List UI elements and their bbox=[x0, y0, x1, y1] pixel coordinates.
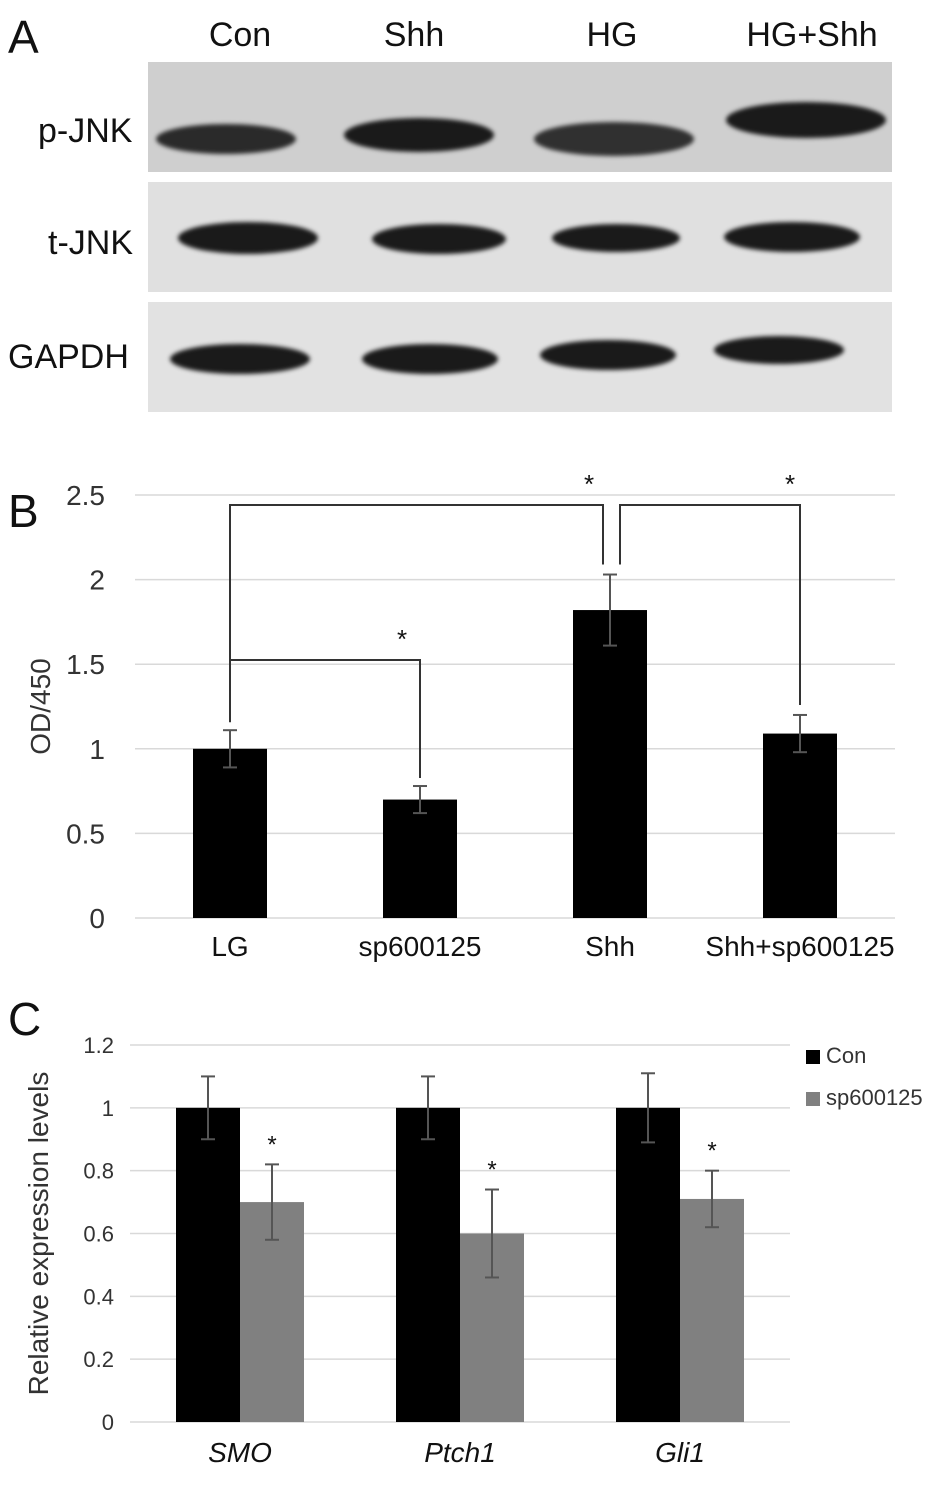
legend-swatch bbox=[806, 1050, 820, 1064]
blot-band bbox=[552, 224, 680, 252]
significance-star: * bbox=[785, 469, 795, 499]
legend-swatch bbox=[806, 1092, 820, 1106]
bar-chart-b: 0 0.5 1 1.5 2 2.5 OD/450 LG sp600125 Shh Shh+sp600… bbox=[25, 469, 895, 962]
bar bbox=[763, 733, 837, 918]
significance-bracket bbox=[229, 504, 604, 691]
blot-band bbox=[178, 222, 318, 254]
y-tick-label: 1 bbox=[102, 1096, 114, 1121]
y-tick-label: 0.6 bbox=[83, 1222, 114, 1247]
lane-label: Con bbox=[208, 16, 272, 54]
bar bbox=[383, 799, 457, 918]
lane-label: HG bbox=[586, 16, 638, 54]
significance-star: * bbox=[707, 1138, 716, 1165]
blot-band bbox=[170, 344, 310, 374]
x-tick-label: LG bbox=[211, 931, 248, 962]
significance-star: * bbox=[487, 1157, 496, 1184]
y-tick-label: 0 bbox=[102, 1410, 114, 1435]
panel-label-c: C bbox=[8, 993, 42, 1045]
y-tick-label: 1.5 bbox=[66, 649, 105, 680]
bar bbox=[680, 1198, 744, 1422]
y-tick-label: 0.5 bbox=[66, 818, 105, 849]
blot-band bbox=[344, 118, 494, 152]
y-tick-label: 0.4 bbox=[83, 1284, 114, 1309]
x-tick-label: Gli1 bbox=[655, 1437, 705, 1468]
y-tick-label: 2 bbox=[89, 565, 105, 596]
bar bbox=[616, 1107, 680, 1422]
bar-chart-c: 0 0.2 0.4 0.6 0.8 1 1.2 Relative expression lev… bbox=[23, 1033, 923, 1468]
bar bbox=[396, 1107, 460, 1422]
x-tick-label: Shh bbox=[585, 931, 635, 962]
blot-band bbox=[540, 340, 676, 370]
significance-star: * bbox=[267, 1131, 276, 1158]
significance-bracket bbox=[619, 504, 801, 705]
blot-band bbox=[714, 336, 844, 364]
panel-label-a: A bbox=[8, 11, 39, 63]
significance-star: * bbox=[397, 624, 407, 654]
y-axis-label: Relative expression levels bbox=[23, 1072, 54, 1396]
x-tick-label: Ptch1 bbox=[424, 1437, 496, 1468]
significance-star: * bbox=[584, 469, 594, 499]
row-label-p-jnk: p-JNK bbox=[38, 112, 133, 150]
lane-label: Shh bbox=[383, 16, 445, 54]
blot-band bbox=[534, 122, 694, 156]
bar bbox=[176, 1107, 240, 1422]
bar bbox=[573, 610, 647, 918]
blot-strip-gapdh bbox=[148, 302, 892, 412]
significance-bracket bbox=[229, 659, 421, 779]
legend-label: sp600125 bbox=[826, 1085, 923, 1110]
x-tick-label: sp600125 bbox=[358, 931, 481, 962]
blot-strip-t-jnk bbox=[148, 182, 892, 292]
blot-band bbox=[156, 124, 296, 154]
bar bbox=[193, 748, 267, 918]
y-tick-label: 0 bbox=[89, 903, 105, 934]
blot-band bbox=[726, 102, 886, 138]
y-tick-label: 0.8 bbox=[83, 1159, 114, 1184]
blot-strip-p-jnk bbox=[148, 62, 892, 172]
y-tick-label: 1.2 bbox=[83, 1033, 114, 1058]
row-label-gapdh: GAPDH bbox=[8, 338, 129, 376]
y-tick-label: 2.5 bbox=[66, 480, 105, 511]
blot-band bbox=[724, 222, 860, 252]
row-label-t-jnk: t-JNK bbox=[48, 224, 133, 262]
panel-label-b: B bbox=[8, 485, 39, 537]
y-axis-label: OD/450 bbox=[25, 658, 56, 755]
blot-band bbox=[372, 224, 506, 254]
y-tick-label: 1 bbox=[89, 734, 105, 765]
legend-label: Con bbox=[826, 1043, 866, 1068]
y-tick-label: 0.2 bbox=[83, 1347, 114, 1372]
blot-band bbox=[362, 344, 498, 374]
x-tick-label: SMO bbox=[208, 1437, 272, 1468]
lane-label: HG+Shh bbox=[746, 16, 878, 54]
x-tick-label: Shh+sp600125 bbox=[705, 931, 894, 962]
